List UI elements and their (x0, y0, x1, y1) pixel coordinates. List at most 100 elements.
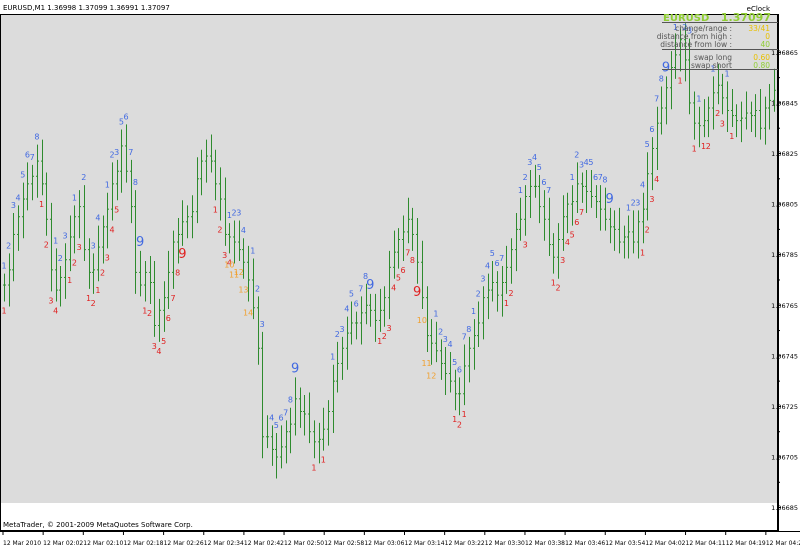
candle (120, 129, 123, 193)
info-row-value: 0 (765, 32, 770, 41)
count-label-down: 1 (39, 200, 44, 209)
count-label-up: 3 (443, 335, 448, 344)
count-label-down: 4 (53, 306, 58, 315)
price-tick-label: 1.36845 (771, 99, 798, 107)
count-label-down: 2 (44, 241, 49, 250)
candle (482, 286, 485, 340)
candle (55, 248, 58, 302)
count-label-up: 2 (335, 330, 340, 339)
candle (590, 169, 593, 208)
candle (731, 89, 734, 127)
info-row-label: distance from high : (657, 32, 732, 41)
count-label-up: 8 (602, 176, 607, 185)
candle (181, 200, 184, 246)
count-label-up: 1 (696, 95, 701, 104)
candle (313, 420, 316, 459)
candle (745, 91, 748, 130)
count-label-down: 1 (678, 76, 683, 85)
candle (576, 162, 579, 213)
window-title: EURUSD,M1 1.36998 1.37099 1.36991 1.3709… (3, 4, 170, 12)
count-label-down: 1 (551, 279, 556, 288)
count-label-up: 7 (128, 148, 133, 157)
candle (116, 159, 119, 201)
count-label-down: 2 (100, 269, 105, 278)
candle (717, 63, 720, 105)
candle (656, 106, 659, 170)
count-label-up: 6 (593, 173, 598, 182)
candle (69, 215, 72, 272)
count-label-up: 5 (119, 117, 124, 126)
candle (613, 210, 616, 251)
price-tick-label: 1.36765 (771, 302, 798, 310)
candle (299, 387, 302, 428)
count-label-orange: 11 (421, 359, 431, 368)
candle (623, 225, 626, 259)
candle (688, 38, 691, 115)
candle (252, 258, 255, 320)
candle (735, 104, 738, 138)
count-label-up: 8 (288, 396, 293, 405)
candle (261, 331, 264, 459)
candle (285, 420, 288, 464)
candle (534, 164, 537, 198)
count-label-up: 3 (62, 231, 67, 240)
candle (214, 149, 217, 201)
candle (360, 296, 363, 345)
price-tick-label: 1.36685 (771, 504, 798, 512)
candle (501, 266, 504, 317)
count-label-orange: 12 (234, 268, 244, 277)
time-tick-label: 12 Mar 03:14 (405, 540, 445, 547)
count-label-up: 4 (16, 193, 21, 202)
count-label-up: 4 (532, 153, 537, 162)
candle (106, 192, 109, 249)
count-label-up: 4 (269, 413, 274, 422)
count-label-down: 4 (565, 238, 570, 247)
candle (660, 86, 663, 135)
candle (318, 422, 321, 464)
count-label-up: 1 (626, 203, 631, 212)
candle (684, 23, 687, 82)
candle (637, 210, 640, 259)
candle (595, 185, 598, 219)
candle (78, 190, 81, 239)
candle (303, 395, 306, 436)
swap-short-label: swap short (691, 61, 732, 70)
count-label-up: 9 (662, 60, 670, 75)
count-label-up: 6 (494, 259, 499, 268)
candle (280, 425, 283, 469)
count-label-up: 2 (574, 150, 579, 159)
count-label-up: 5 (490, 249, 495, 258)
count-label-down: 3 (720, 119, 725, 128)
price-axis[interactable]: 1.36865 1.36845 1.36825 1.36805 1.36785 1.367… (771, 49, 798, 512)
candle (36, 144, 39, 198)
candle (97, 225, 100, 282)
count-label-down: 8 (175, 269, 180, 278)
time-axis[interactable]: 12 Mar 2010 12 Mar 02:02 12 Mar 02:10 12 Ma… (2, 531, 800, 547)
candle (350, 301, 353, 345)
candle (515, 212, 518, 272)
candle (642, 192, 645, 244)
candle (468, 336, 471, 383)
count-label-down: 5 (396, 274, 401, 283)
count-label-up: 3 (340, 325, 345, 334)
price-tick-label: 1.36725 (771, 403, 798, 411)
candle (219, 167, 222, 221)
count-label-up: 8 (363, 272, 368, 281)
candle (712, 76, 715, 130)
candle (609, 207, 612, 244)
candle (581, 172, 584, 203)
candle (430, 319, 433, 365)
candle (374, 293, 377, 342)
price-label: 1.37097 (721, 11, 771, 24)
time-tick-label: 12 Mar 04:19 (726, 540, 766, 547)
count-label-up: 4 (344, 305, 349, 314)
candle (257, 296, 260, 365)
plot-border (0, 14, 778, 531)
candle (341, 336, 344, 380)
candle (566, 192, 569, 234)
candle (505, 245, 508, 294)
count-label-up: 4 (584, 158, 589, 167)
count-label-up: 6 (25, 150, 30, 159)
